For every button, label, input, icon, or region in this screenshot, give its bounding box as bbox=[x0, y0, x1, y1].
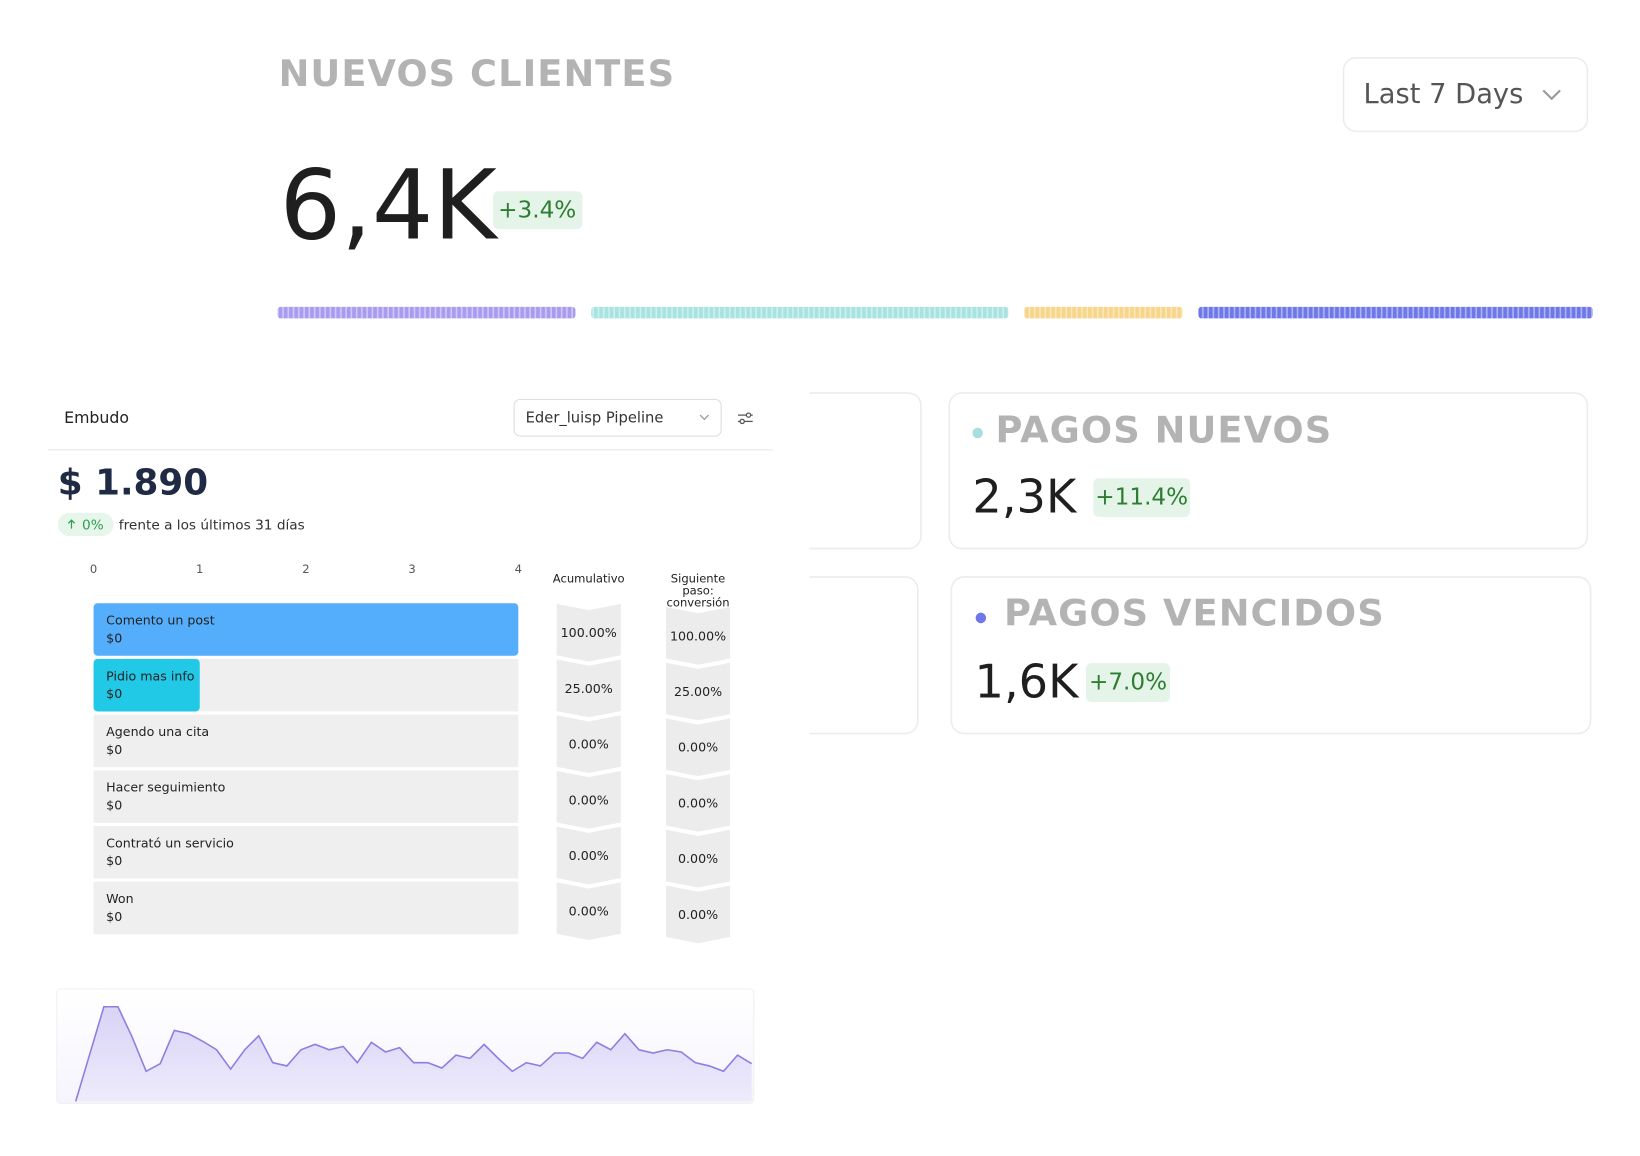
range-selector-label: Last 7 Days bbox=[1364, 79, 1524, 110]
conversion-value: 0.00% bbox=[569, 848, 609, 863]
change-text: 0% bbox=[82, 517, 104, 533]
conversion-value: 0.00% bbox=[569, 904, 609, 919]
category-label: Agendo una cita bbox=[106, 724, 209, 739]
card-title: PAGOS NUEVOS bbox=[996, 408, 1333, 451]
conversion-chevron bbox=[664, 605, 732, 666]
bar-track bbox=[93, 714, 519, 768]
bar-track bbox=[93, 826, 519, 879]
category-label: Contrató un servicio bbox=[106, 835, 234, 850]
category-amount: $0 bbox=[106, 686, 122, 701]
conversion-chevron bbox=[664, 884, 732, 945]
chevron-icon bbox=[699, 414, 710, 421]
range-selector[interactable] bbox=[1342, 57, 1589, 133]
x-tick-label: 3 bbox=[408, 562, 415, 576]
conversion-value: 25.00% bbox=[565, 681, 613, 696]
bar-track bbox=[93, 770, 519, 823]
change-text: +7.0% bbox=[1089, 670, 1167, 696]
conversion-chevron bbox=[555, 825, 622, 886]
conversion-value: 25.00% bbox=[674, 684, 722, 699]
change-badge bbox=[1085, 663, 1171, 703]
segment-stripes bbox=[591, 306, 1009, 319]
kpi-value: 6,4K bbox=[280, 149, 500, 262]
change-badge bbox=[493, 191, 583, 230]
category-label: Won bbox=[106, 891, 133, 906]
conversion-chevron bbox=[555, 881, 622, 942]
column-header: Siguiente bbox=[671, 572, 725, 586]
conversion-value: 0.00% bbox=[569, 737, 609, 752]
change-text: +3.4% bbox=[498, 198, 576, 224]
bar bbox=[93, 658, 200, 712]
status-dot bbox=[975, 612, 987, 624]
conversion-chevron bbox=[664, 661, 732, 722]
conversion-chevron bbox=[664, 772, 732, 833]
conversion-value: 0.00% bbox=[678, 851, 718, 866]
category-label: Pidio mas info bbox=[106, 668, 195, 683]
x-tick-label: 4 bbox=[515, 562, 522, 576]
conversion-value: 100.00% bbox=[670, 628, 726, 643]
conversion-chevron bbox=[664, 717, 732, 778]
total-value: $ 1.890 bbox=[58, 462, 208, 503]
change-note: frente a los últimos 31 días bbox=[119, 517, 305, 533]
conversion-value: 0.00% bbox=[678, 740, 718, 755]
conversion-chevron bbox=[555, 713, 622, 775]
card-value: 2,3K bbox=[972, 470, 1078, 524]
bar bbox=[93, 603, 519, 656]
chevron-icon bbox=[1542, 89, 1561, 101]
change-badge bbox=[57, 512, 114, 536]
pipeline-select[interactable] bbox=[513, 398, 722, 437]
filter-icon[interactable] bbox=[737, 412, 753, 425]
bar-track bbox=[93, 881, 519, 935]
change-badge bbox=[1093, 478, 1191, 518]
conversion-value: 100.00% bbox=[561, 625, 617, 640]
category-amount: $0 bbox=[106, 798, 122, 813]
conversion-value: 0.00% bbox=[678, 907, 718, 922]
category-amount: $0 bbox=[106, 909, 122, 924]
column-header: conversión bbox=[667, 596, 730, 610]
category-amount: $0 bbox=[106, 742, 122, 757]
category-label: Hacer seguimiento bbox=[106, 780, 225, 795]
conversion-value: 0.00% bbox=[569, 792, 609, 807]
sparkline bbox=[74, 1005, 753, 1102]
segment-stripes bbox=[1198, 306, 1593, 319]
x-tick-label: 2 bbox=[302, 562, 309, 576]
conversion-chevron bbox=[555, 602, 622, 663]
pipeline-label: Eder_luisp Pipeline bbox=[526, 409, 664, 426]
panel-title: Embudo bbox=[64, 408, 129, 427]
card-title: PAGOS VENCIDOS bbox=[1004, 591, 1385, 634]
change-text: +11.4% bbox=[1095, 485, 1188, 511]
conversion-chevron bbox=[555, 769, 622, 830]
card-value: 1,6K bbox=[975, 655, 1081, 709]
category-amount: $0 bbox=[106, 630, 122, 645]
status-dot bbox=[972, 427, 983, 439]
category-label: Comento un post bbox=[106, 613, 215, 628]
conversion-value: 0.00% bbox=[678, 795, 718, 810]
column-header: Acumulativo bbox=[553, 572, 625, 586]
x-tick-label: 0 bbox=[90, 562, 97, 576]
sparkline-area bbox=[75, 1006, 752, 1102]
conversion-chevron bbox=[664, 828, 732, 889]
section-title: NUEVOS CLIENTES bbox=[279, 52, 676, 95]
segment-stripes bbox=[1024, 306, 1183, 319]
segment-stripes bbox=[277, 306, 576, 319]
x-tick-label: 1 bbox=[196, 562, 203, 576]
category-amount: $0 bbox=[106, 853, 122, 868]
arrow-up-icon bbox=[67, 519, 76, 529]
column-header: paso: bbox=[682, 584, 713, 598]
conversion-chevron bbox=[555, 658, 622, 719]
